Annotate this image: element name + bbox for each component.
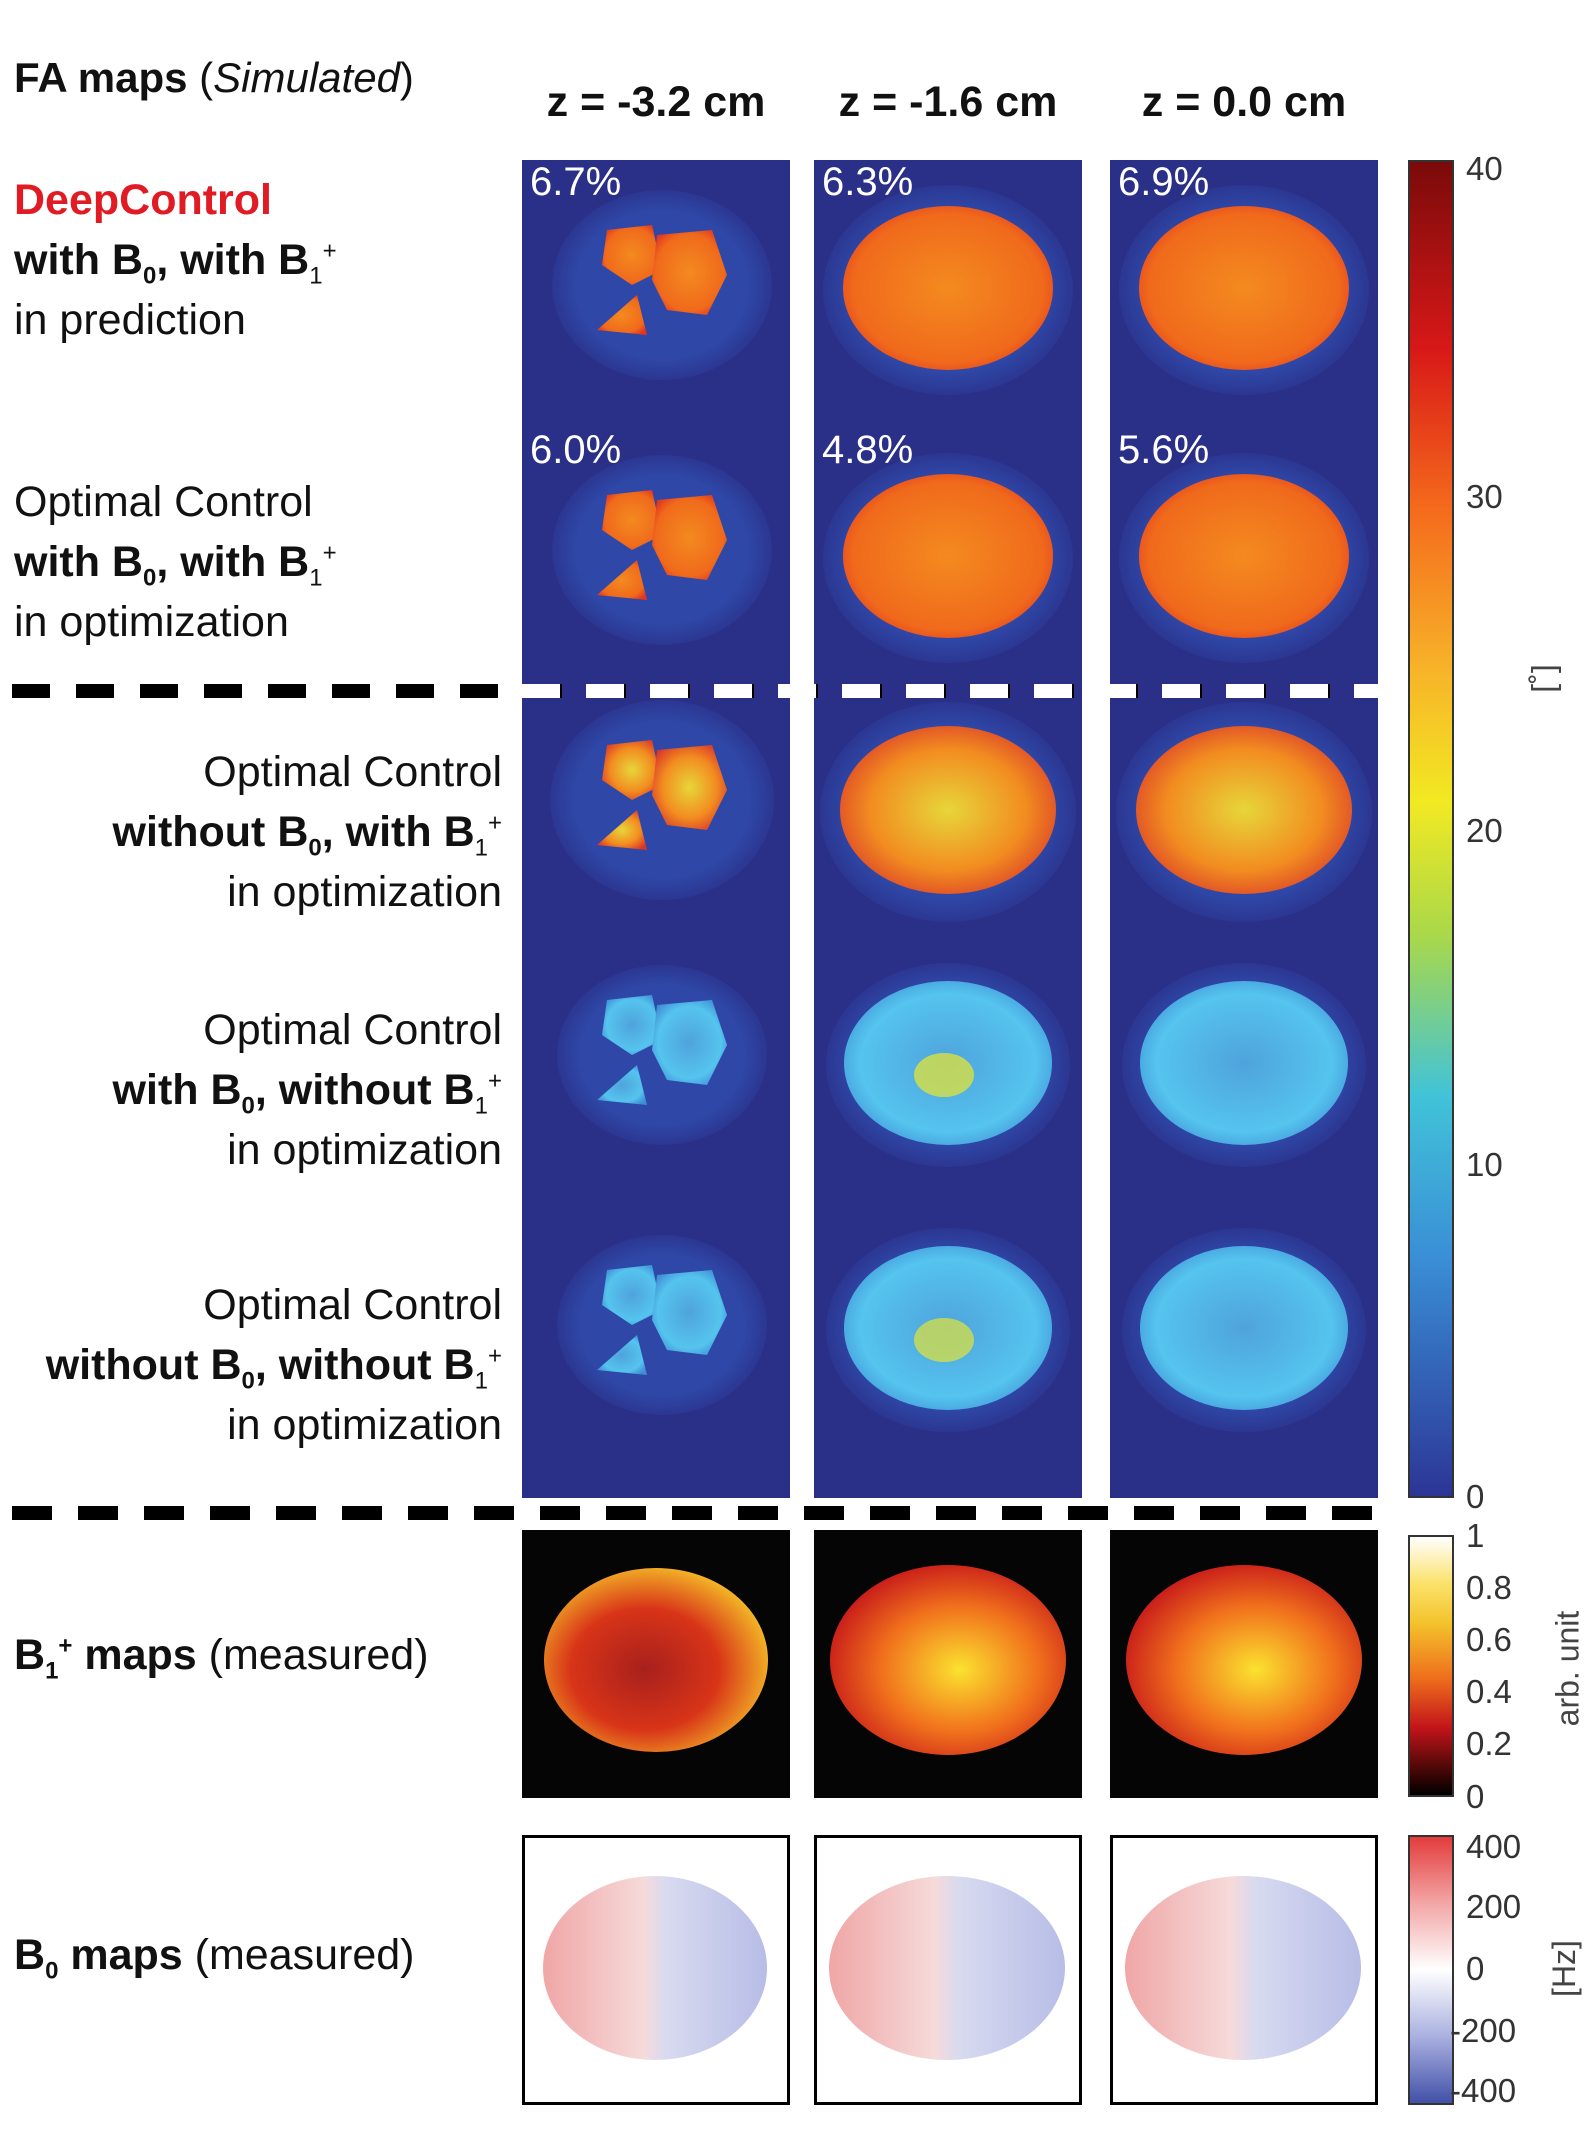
brain-slice [1136, 726, 1352, 894]
brain-slice [1125, 1876, 1361, 2060]
fa-colorbar-tick: 20 [1466, 812, 1503, 849]
figure-title: FA maps (Simulated) [14, 54, 414, 101]
b0-colorbar-tick: 200 [1466, 1888, 1522, 1925]
percent-label: 6.3% [822, 160, 914, 204]
b1-colorbar-tick: 0.6 [1466, 1621, 1512, 1658]
brain-hotspot [914, 1053, 974, 1097]
b0-map-3 [1110, 1835, 1378, 2105]
brain-slice [1139, 206, 1349, 370]
b0-map-1 [522, 1835, 790, 2105]
brain-lobe [597, 1335, 647, 1375]
b1-map-image [544, 1568, 768, 1752]
brain-lobe [602, 225, 662, 285]
brain-lobe [602, 995, 662, 1055]
row-label-oc-with-b0-with-b1: Optimal Control with B0, with B1+ in opt… [14, 478, 337, 646]
b1-colorbar-tick: 0.2 [1466, 1725, 1512, 1762]
b1-colorbar-tick: 1 [1466, 1517, 1485, 1554]
b0-colorbar-unit: [Hz] [1545, 1940, 1582, 1997]
brain-slice [1140, 1246, 1348, 1410]
brain-lobe [602, 740, 662, 800]
b0-map-image [829, 1876, 1065, 2060]
brain-slice [544, 1568, 768, 1752]
column-header-2: z = -1.6 cm [838, 78, 1058, 126]
b0-map-image [543, 1876, 767, 2060]
fa-colorbar [1408, 160, 1454, 1498]
fa-colorbar-tick: 10 [1466, 1146, 1503, 1183]
fa-column-2-images [820, 185, 1076, 1432]
b0-map-2 [814, 1835, 1082, 2105]
percent-label: 4.8% [822, 428, 914, 472]
brain-slice [1139, 474, 1349, 638]
brain-lobe [597, 810, 647, 850]
fa-map-column-2: 6.3% 4.8% [814, 160, 1082, 1498]
b1-map-image [1126, 1565, 1362, 1755]
brain-lobe [652, 1000, 727, 1085]
separator-lower [12, 1506, 1378, 1520]
b1-colorbar-tick: 0.8 [1466, 1569, 1512, 1606]
b1-map-2 [814, 1530, 1082, 1798]
row-label-oc-without-b0-with-b1: Optimal Control without B0, with B1+ in … [112, 748, 502, 916]
brain-hotspot [914, 1318, 974, 1362]
brain-slice [830, 1565, 1066, 1755]
column-header-3: z = 0.0 cm [1141, 78, 1347, 126]
dashed-line-white [522, 684, 1378, 698]
row-label-b1-maps: B1+ maps (measured) [14, 1631, 429, 1685]
brain-slice [840, 726, 1056, 894]
b1-map-image [830, 1565, 1066, 1755]
brain-lobe [597, 1065, 647, 1105]
percent-label: 5.6% [1118, 428, 1210, 472]
column-header-1: z = -3.2 cm [546, 78, 766, 126]
brain-slice [829, 1876, 1065, 2060]
b1-colorbar-tick: 0 [1466, 1778, 1485, 1815]
b0-map-image [1125, 1876, 1361, 2060]
b1-map-3 [1110, 1530, 1378, 1798]
row-label-oc-with-b0-without-b1: Optimal Control with B0, without B1+ in … [112, 1006, 502, 1174]
row-label-deepcontrol: DeepControl with B0, with B1+ in predict… [14, 176, 337, 344]
row-label-b0-maps: B0 maps (measured) [14, 1931, 415, 1985]
brain-lobe [597, 560, 647, 600]
b0-colorbar [1408, 1835, 1454, 2105]
fa-map-column-3: 6.9% 5.6% [1110, 160, 1378, 1498]
fa-colorbar-unit: [˚] [1525, 664, 1562, 693]
brain-lobe [602, 490, 662, 550]
brain-slice [843, 206, 1053, 370]
percent-label: 6.7% [530, 160, 622, 204]
fa-colorbar-tick: 40 [1466, 150, 1503, 187]
brain-lobe [597, 295, 647, 335]
fa-colorbar-tick: 30 [1466, 478, 1503, 515]
brain-lobe [652, 745, 727, 830]
brain-slice [1126, 1565, 1362, 1755]
b0-colorbar-tick: -400 [1450, 2072, 1517, 2109]
fa-map-column-1: 6.7% 6.0% [522, 160, 790, 1498]
brain-lobe [652, 495, 727, 580]
fa-column-3-images [1116, 185, 1372, 1432]
percent-label: 6.0% [530, 428, 622, 472]
brain-slice [843, 474, 1053, 638]
fa-colorbar-tick: 0 [1466, 1478, 1485, 1515]
fa-column-1-images [550, 190, 774, 1415]
brain-slice [543, 1876, 767, 2060]
b1-colorbar [1408, 1535, 1454, 1797]
row-label-oc-without-b0-without-b1: Optimal Control without B0, without B1+ … [45, 1281, 502, 1449]
percent-label: 6.9% [1118, 160, 1210, 204]
b0-colorbar-tick: 0 [1466, 1950, 1485, 1987]
brain-lobe [652, 1270, 727, 1355]
b1-map-1 [522, 1530, 790, 1798]
brain-lobe [652, 230, 727, 315]
b0-colorbar-tick: -200 [1450, 2012, 1517, 2049]
b1-colorbar-tick: 0.4 [1466, 1673, 1512, 1710]
b0-colorbar-tick: 400 [1466, 1828, 1522, 1865]
b1-colorbar-unit: arb. unit [1549, 1610, 1586, 1727]
brain-slice [1140, 981, 1348, 1145]
brain-lobe [602, 1265, 662, 1325]
